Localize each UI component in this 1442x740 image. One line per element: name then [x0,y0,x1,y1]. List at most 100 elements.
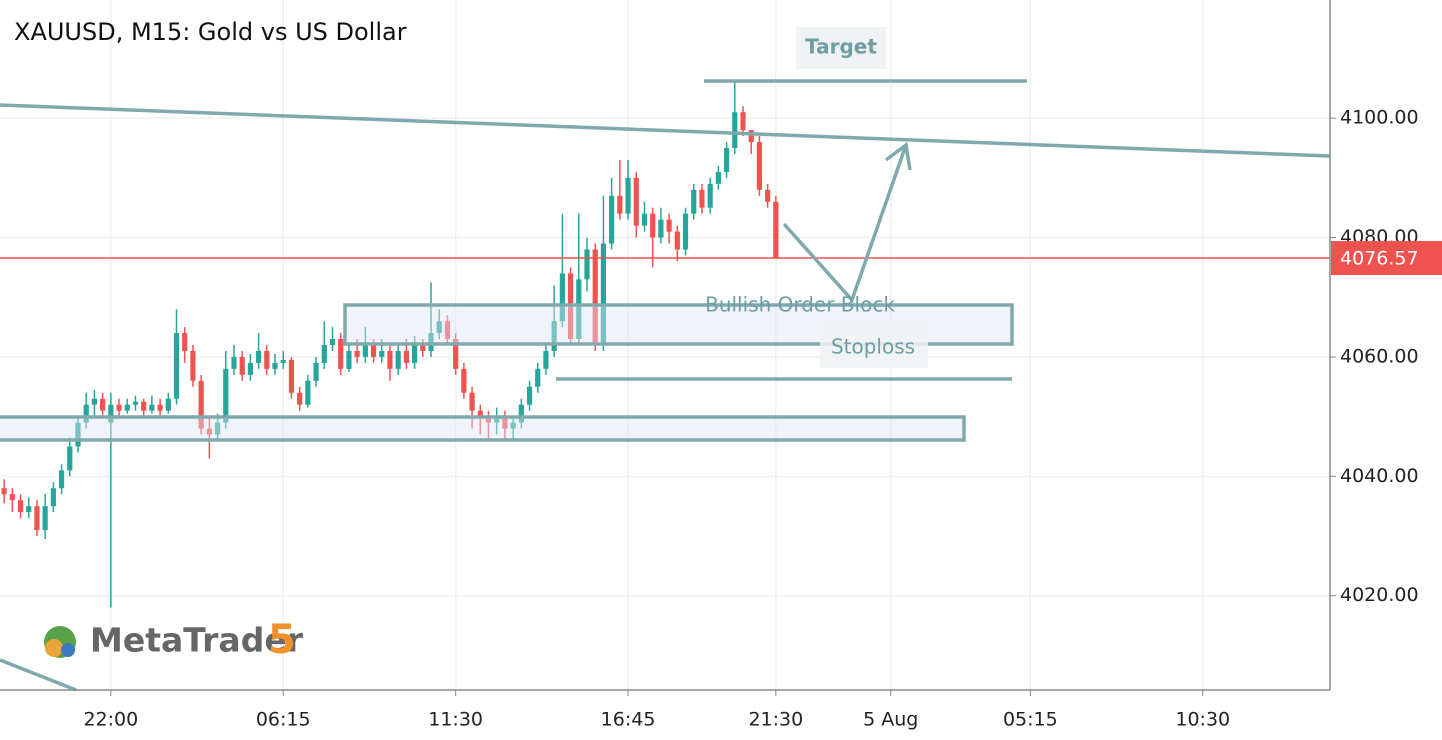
candle-body [477,410,483,417]
candle-body [280,359,286,363]
candle-body [436,321,442,334]
candle-body [223,368,229,423]
candle-body [617,195,623,214]
candle-body [247,362,254,375]
candle-body [182,333,188,351]
candle-body [732,112,738,149]
y-tick-label: 4100.00 [1340,107,1419,129]
candle-body [682,213,689,250]
candle-body [321,345,327,363]
candle-body [411,345,418,363]
trendline [0,103,1331,158]
candle-body [1,488,7,495]
candle-body [584,249,590,280]
candle-body [453,339,459,369]
candle-body [206,428,212,435]
candle-body [403,350,409,363]
candle-body [740,112,746,131]
candle-body [518,404,524,423]
candle-body [510,422,516,429]
candle-body [707,183,713,208]
candle-body [387,350,393,369]
candle-body [26,506,32,513]
candle-body [346,350,352,369]
candle-body [494,416,500,423]
x-tick-label: 06:15 [256,709,311,731]
candle-body [600,243,607,345]
support-zone [0,415,966,442]
candle-body [239,356,245,375]
candle-body [559,273,565,322]
candle-body [699,189,705,208]
candle-body [75,422,81,447]
candle-body [58,470,65,489]
x-tick-label: 5 Aug [863,709,918,731]
x-tick-label: 22:00 [83,709,138,731]
annotation: Bullish Order Block [705,293,895,317]
candle-body [124,404,130,411]
candle-body [297,392,303,405]
candle-body [83,404,89,423]
y-tick-label: 4060.00 [1340,345,1419,367]
candle-body [354,350,360,357]
candle-body [370,345,377,357]
candle-body [674,231,680,250]
candle-body [658,219,664,238]
projection-arrow [782,144,908,304]
candle-body [641,213,648,226]
candle-body [609,195,615,244]
candle-body [715,171,721,184]
candle-body [756,142,763,190]
logo-icon [45,639,63,657]
trendline [0,658,77,692]
candle-body [173,333,180,399]
candle-body [157,404,163,411]
label-box [820,322,928,368]
candles [0,82,1330,608]
candle-body [338,339,344,369]
annotation: Stoploss [831,335,915,359]
candle-body [108,404,114,423]
x-tick-label: 16:45 [601,709,656,731]
candle-body [773,201,779,259]
candle-body [231,356,237,369]
candle-body [461,368,467,393]
candle-body [650,213,656,238]
label-box [796,27,886,69]
candle-body [256,350,262,363]
last-price-label: 4076.57 [1340,248,1419,270]
candle-body [313,362,319,381]
logo-text: MetaTrader [90,621,304,660]
candle-body [395,350,401,369]
candle-body [17,500,24,513]
candle-body [91,398,98,405]
candle-body [272,362,278,369]
logo: MetaTrader 5 [44,617,304,663]
candle-body [190,350,196,381]
x-tick-label: 21:30 [748,709,803,731]
x-tick-label: 11:30 [428,709,483,731]
candle-body [526,386,533,405]
logo-icon [61,643,75,657]
candle-body [34,506,40,531]
candle-body [535,368,541,387]
logo-version: 5 [268,617,296,663]
chart-title: XAUUSD, M15: Gold vs US Dollar [14,18,407,46]
candle-body [551,321,557,351]
candle-body [485,416,492,423]
candle-body [748,130,754,143]
candle-body [723,148,730,172]
candle-body [666,219,672,232]
candle-body [100,398,106,411]
candle-body [264,350,270,369]
candle-body [288,359,295,393]
x-tick-label: 05:15 [1003,709,1058,731]
candle-body [362,345,368,357]
candle-body [67,446,73,471]
annotation: Target [805,35,877,59]
candle-body [592,249,598,345]
candle-body [444,321,451,340]
candle-body [765,189,771,202]
candle-body [198,380,204,429]
